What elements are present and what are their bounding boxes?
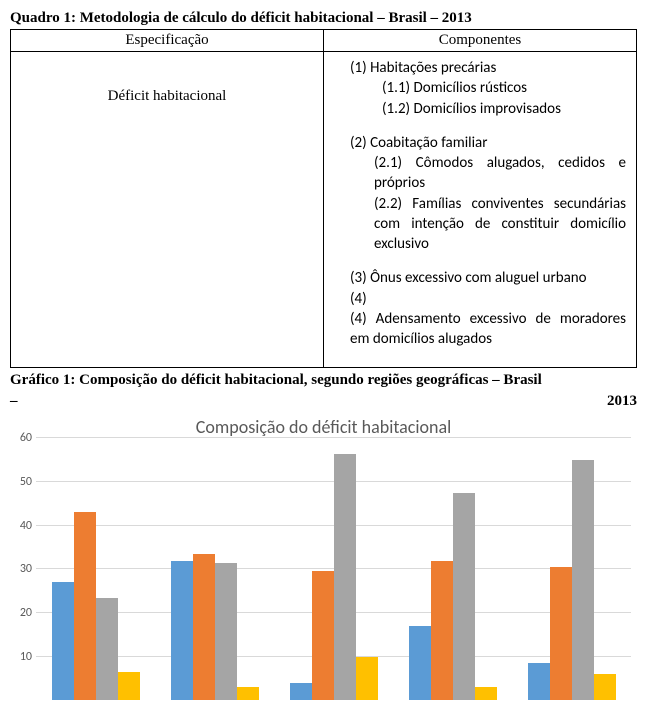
bar-group bbox=[36, 438, 155, 700]
chart-plot-area: 102030405060 bbox=[36, 438, 631, 700]
comp-line: (2.1) Cômodos alugados, cedidos e própri… bbox=[334, 153, 626, 194]
comp-line: (1.1) Domicílios rústicos bbox=[334, 78, 626, 98]
bar-groups bbox=[36, 438, 631, 700]
comp-line: (1) Habitações precárias bbox=[334, 58, 626, 78]
header-especificacao: Especificação bbox=[11, 30, 324, 52]
bars bbox=[405, 438, 500, 700]
bar bbox=[409, 626, 431, 700]
quadro-title: Quadro 1: Metodologia de cálculo do défi… bbox=[10, 10, 637, 27]
bar bbox=[528, 663, 550, 700]
comp-line: (2) Coabitação familiar bbox=[334, 133, 626, 153]
bar bbox=[312, 571, 334, 700]
components-cell: (1) Habitações precárias (1.1) Domicílio… bbox=[324, 52, 637, 368]
bar bbox=[193, 554, 215, 700]
y-axis-label: 10 bbox=[12, 650, 32, 664]
bar-group bbox=[512, 438, 631, 700]
bar bbox=[431, 561, 453, 701]
y-axis-label: 30 bbox=[12, 562, 32, 576]
grafico-title-year: 2013 bbox=[607, 393, 637, 410]
spacer bbox=[334, 254, 626, 268]
comp-line: (3) Ônus excessivo com aluguel urbano bbox=[334, 268, 626, 288]
spec-cell: Déficit habitacional bbox=[11, 52, 324, 368]
chart-title: Composição do déficit habitacional bbox=[10, 416, 637, 438]
table-row: Déficit habitacional (1) Habitações prec… bbox=[11, 52, 637, 368]
y-axis-label: 20 bbox=[12, 606, 32, 620]
bar bbox=[453, 493, 475, 700]
bar bbox=[96, 598, 118, 701]
grafico-title-line2: – 2013 bbox=[10, 393, 637, 410]
grafico-title-line1: Gráfico 1: Composição do déficit habitac… bbox=[10, 372, 637, 389]
bars bbox=[524, 438, 619, 700]
comp-line: (4) bbox=[334, 289, 626, 309]
comp-line: (4) Adensamento excessivo de moradores e… bbox=[334, 309, 626, 350]
y-axis-label: 50 bbox=[12, 475, 32, 489]
bar bbox=[356, 657, 378, 701]
bar-group bbox=[393, 438, 512, 700]
bar bbox=[572, 460, 594, 700]
bar bbox=[118, 672, 140, 700]
comp-line: (1.2) Domicílios improvisados bbox=[334, 99, 626, 119]
bar bbox=[475, 687, 497, 700]
comp-line: (2.2) Famílias conviventes secundárias c… bbox=[334, 194, 626, 255]
bar bbox=[237, 687, 259, 700]
bar-group bbox=[155, 438, 274, 700]
chart-container: Composição do déficit habitacional 10203… bbox=[10, 416, 637, 700]
grafico-title-dash: – bbox=[10, 393, 18, 410]
bars bbox=[48, 438, 143, 700]
bar bbox=[334, 454, 356, 701]
bars bbox=[286, 438, 381, 700]
bar bbox=[290, 683, 312, 700]
table-header-row: Especificação Componentes bbox=[11, 30, 637, 52]
bars bbox=[167, 438, 262, 700]
spacer bbox=[334, 119, 626, 133]
bar bbox=[171, 561, 193, 701]
chart-plot: 102030405060 bbox=[36, 438, 631, 700]
y-axis-label: 40 bbox=[12, 519, 32, 533]
bar bbox=[52, 582, 74, 700]
bar bbox=[550, 567, 572, 700]
bar bbox=[594, 674, 616, 700]
quadro-table: Especificação Componentes Déficit habita… bbox=[10, 29, 637, 368]
header-componentes: Componentes bbox=[324, 30, 637, 52]
bar-group bbox=[274, 438, 393, 700]
bar bbox=[215, 563, 237, 701]
bar bbox=[74, 512, 96, 700]
y-axis-label: 60 bbox=[12, 431, 32, 445]
